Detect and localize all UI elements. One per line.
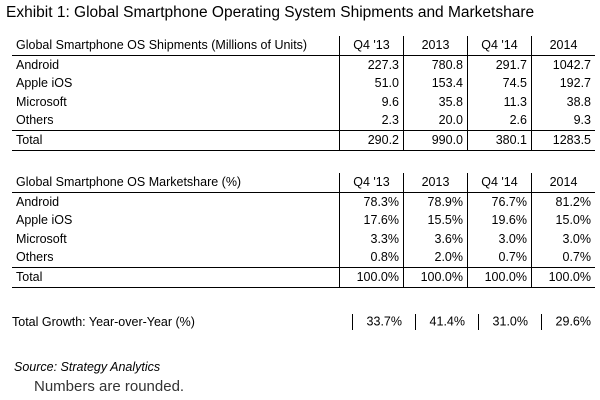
shipments-table: Global Smartphone OS Shipments (Millions… bbox=[12, 36, 595, 151]
table-row: Others 2.3 20.0 2.6 9.3 bbox=[12, 111, 595, 131]
table-cell: 15.5% bbox=[403, 211, 468, 230]
table-cell: 1042.7 bbox=[531, 55, 595, 75]
table-cell: 192.7 bbox=[531, 74, 595, 93]
total-row: Total 100.0% 100.0% 100.0% 100.0% bbox=[12, 266, 595, 288]
column-header: Q4 '14 bbox=[467, 36, 532, 56]
table-cell: 74.5 bbox=[467, 74, 532, 93]
row-label: Android bbox=[16, 194, 60, 209]
exhibit-title: Exhibit 1: Global Smartphone Operating S… bbox=[6, 4, 535, 21]
column-header: 2014 bbox=[531, 36, 595, 56]
table-cell: 3.3% bbox=[339, 229, 404, 249]
growth-row: Total Growth: Year-over-Year (%) 33.7% 4… bbox=[12, 313, 591, 331]
table-cell: 35.8 bbox=[403, 92, 468, 112]
row-label: Others bbox=[16, 113, 54, 128]
table-cell: 2.3 bbox=[339, 111, 404, 131]
row-label: Android bbox=[16, 57, 60, 72]
table-row: Microsoft 9.6 35.8 11.3 38.8 bbox=[12, 92, 595, 112]
row-label: Microsoft bbox=[16, 94, 67, 109]
growth-label: Total Growth: Year-over-Year (%) bbox=[12, 315, 195, 329]
growth-value: 41.4% bbox=[429, 314, 465, 329]
table-cell: 0.7% bbox=[531, 248, 595, 268]
table-row: Microsoft 3.3% 3.6% 3.0% 3.0% bbox=[12, 229, 595, 249]
table-cell: 290.2 bbox=[339, 129, 404, 151]
marketshare-table: Global Smartphone OS Marketshare (%) Q4 … bbox=[12, 173, 595, 288]
row-label: Total bbox=[12, 129, 340, 151]
table-row: Android 78.3% 78.9% 76.7% 81.2% bbox=[12, 192, 595, 212]
growth-cell: 41.4% bbox=[402, 314, 465, 330]
shipments-header: Global Smartphone OS Shipments (Millions… bbox=[12, 36, 340, 56]
cell-divider bbox=[351, 314, 353, 330]
table-cell: 51.0 bbox=[339, 74, 404, 93]
table-cell: 78.3% bbox=[339, 192, 404, 212]
table-cell: 0.8% bbox=[339, 248, 404, 268]
column-header: 2013 bbox=[403, 173, 468, 193]
rounding-note: Numbers are rounded. bbox=[34, 378, 185, 395]
row-label: Total bbox=[12, 266, 340, 288]
table-cell: 153.4 bbox=[403, 74, 468, 93]
column-header: 2014 bbox=[531, 173, 595, 193]
table-cell: 3.6% bbox=[403, 229, 468, 249]
table-cell: 20.0 bbox=[403, 111, 468, 131]
table-cell: 15.0% bbox=[531, 211, 595, 230]
table-cell: 380.1 bbox=[467, 129, 532, 151]
cell-divider bbox=[414, 314, 416, 330]
table-cell: 780.8 bbox=[403, 55, 468, 75]
column-header: 2013 bbox=[403, 36, 468, 56]
growth-cell: 33.7% bbox=[339, 314, 402, 330]
table-cell: 3.0% bbox=[531, 229, 595, 249]
column-header: Q4 '13 bbox=[339, 36, 404, 56]
growth-value: 31.0% bbox=[492, 314, 528, 329]
table-cell: 0.7% bbox=[467, 248, 532, 268]
marketshare-header: Global Smartphone OS Marketshare (%) bbox=[12, 173, 340, 193]
table-cell: 17.6% bbox=[339, 211, 404, 230]
column-header: Q4 '13 bbox=[339, 173, 404, 193]
growth-cell: 29.6% bbox=[528, 314, 591, 330]
table-cell: 81.2% bbox=[531, 192, 595, 212]
table-cell: 11.3 bbox=[467, 92, 532, 112]
table-cell: 100.0% bbox=[339, 266, 404, 288]
table-cell: 100.0% bbox=[467, 266, 532, 288]
table-cell: 100.0% bbox=[531, 266, 595, 288]
table-cell: 2.6 bbox=[467, 111, 532, 131]
table-header-row: Global Smartphone OS Marketshare (%) Q4 … bbox=[12, 173, 595, 193]
total-row: Total 290.2 990.0 380.1 1283.5 bbox=[12, 129, 595, 151]
cell-divider bbox=[477, 314, 479, 330]
table-cell: 100.0% bbox=[403, 266, 468, 288]
table-cell: 3.0% bbox=[467, 229, 532, 249]
table-cell: 990.0 bbox=[403, 129, 468, 151]
table-cell: 2.0% bbox=[403, 248, 468, 268]
cell-divider bbox=[540, 314, 542, 330]
row-label: Apple iOS bbox=[16, 76, 73, 91]
growth-cell: 31.0% bbox=[465, 314, 528, 330]
column-header: Q4 '14 bbox=[467, 173, 532, 193]
table-row: Apple iOS 17.6% 15.5% 19.6% 15.0% bbox=[12, 211, 595, 230]
table-cell: 19.6% bbox=[467, 211, 532, 230]
table-cell: 9.3 bbox=[531, 111, 595, 131]
table-row: Apple iOS 51.0 153.4 74.5 192.7 bbox=[12, 74, 595, 93]
table-row: Android 227.3 780.8 291.7 1042.7 bbox=[12, 55, 595, 75]
table-cell: 291.7 bbox=[467, 55, 532, 75]
table-cell: 76.7% bbox=[467, 192, 532, 212]
table-header-row: Global Smartphone OS Shipments (Millions… bbox=[12, 36, 595, 56]
table-cell: 227.3 bbox=[339, 55, 404, 75]
row-label: Apple iOS bbox=[16, 213, 73, 228]
table-cell: 1283.5 bbox=[531, 129, 595, 151]
row-label: Microsoft bbox=[16, 231, 67, 246]
table-cell: 38.8 bbox=[531, 92, 595, 112]
source-note: Source: Strategy Analytics bbox=[14, 360, 161, 374]
table-row: Others 0.8% 2.0% 0.7% 0.7% bbox=[12, 248, 595, 268]
growth-value: 33.7% bbox=[366, 314, 402, 329]
table-cell: 9.6 bbox=[339, 92, 404, 112]
row-label: Others bbox=[16, 250, 54, 265]
growth-value: 29.6% bbox=[555, 314, 591, 329]
table-cell: 78.9% bbox=[403, 192, 468, 212]
